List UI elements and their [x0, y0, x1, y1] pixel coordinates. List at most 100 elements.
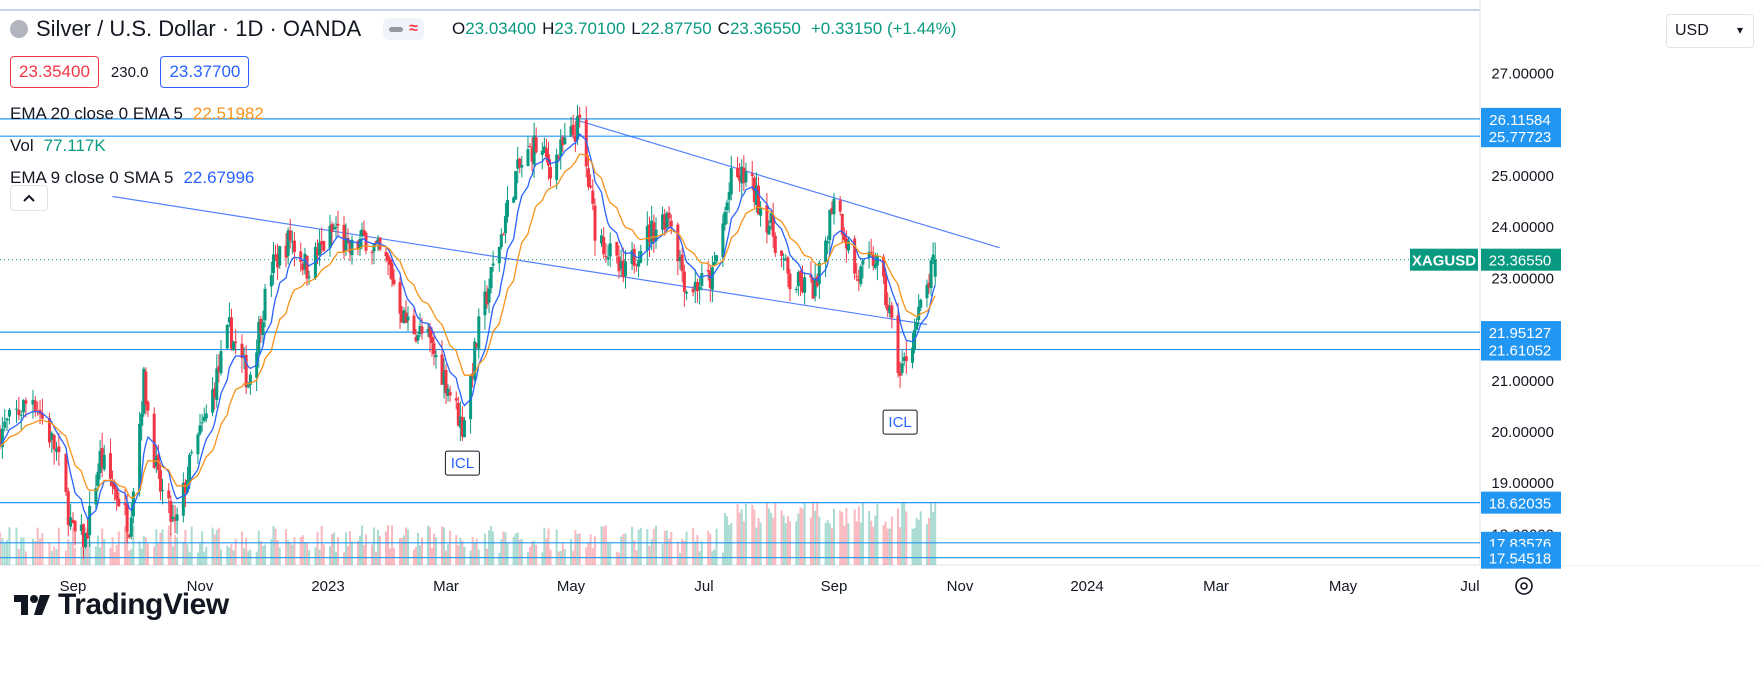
- icl-annotation[interactable]: ICL: [882, 409, 918, 435]
- volume-bar: [622, 533, 625, 565]
- candle-body: [257, 322, 261, 354]
- volume-bar: [786, 516, 789, 565]
- candle-body: [202, 416, 206, 421]
- time-tick-label: Sep: [821, 578, 848, 595]
- indicator-ema9[interactable]: EMA 9 close 0 SMA 5 22.67996: [10, 168, 254, 188]
- candle-body: [69, 517, 73, 527]
- volume-bar: [676, 541, 679, 565]
- candle-body: [406, 316, 410, 321]
- candle-body: [927, 282, 931, 288]
- volume-bar: [679, 552, 682, 565]
- volume-bar: [755, 527, 758, 565]
- volume-bar: [587, 542, 590, 565]
- symbol-title[interactable]: Silver / U.S. Dollar · 1D · OANDA: [36, 16, 362, 41]
- volume-bar: [457, 545, 460, 565]
- spread-value: 230.0: [110, 63, 149, 81]
- candle-body: [362, 230, 366, 235]
- volume-bar: [759, 522, 762, 565]
- volume-bar: [520, 538, 523, 565]
- ema20-line: [0, 153, 936, 499]
- candle-body: [861, 260, 865, 265]
- price-tick-label: 20.00000: [1491, 424, 1554, 441]
- volume-bar: [190, 526, 193, 565]
- legend-toggle[interactable]: ≈: [383, 18, 424, 40]
- volume-bar: [39, 538, 42, 565]
- volume-bar: [299, 537, 302, 565]
- candle-body: [88, 505, 92, 536]
- icl-annotation[interactable]: ICL: [444, 450, 480, 476]
- candle-body: [386, 255, 390, 261]
- volume-bar: [96, 535, 99, 565]
- level-price-label: 25.77723: [1489, 129, 1552, 146]
- volume-bar: [555, 529, 558, 565]
- volume-bar: [459, 537, 462, 565]
- candle-body: [925, 285, 929, 299]
- volume-bar: [306, 542, 309, 565]
- volume-bar: [591, 547, 594, 565]
- candle-body: [604, 255, 608, 257]
- volume-bar: [547, 528, 550, 565]
- trendline: [575, 119, 1000, 249]
- volume-bar: [69, 542, 72, 565]
- volume-bar: [433, 533, 435, 565]
- candle-body: [586, 168, 590, 187]
- candle-body: [520, 165, 524, 168]
- candle-body: [129, 517, 133, 537]
- candle-body: [811, 278, 815, 299]
- volume-bar: [853, 509, 856, 565]
- collapse-legend-button[interactable]: [10, 185, 48, 211]
- candle-body: [917, 306, 921, 321]
- volume-bar: [272, 525, 275, 565]
- volume-bar: [557, 551, 560, 565]
- volume-bar: [715, 528, 718, 565]
- volume-bar: [20, 537, 23, 565]
- tradingview-logo[interactable]: TradingView: [14, 588, 229, 622]
- open-value: 23.03400: [465, 19, 537, 38]
- volume-bar: [500, 539, 503, 565]
- candle-body: [146, 401, 150, 411]
- candle-body: [875, 255, 879, 266]
- candle-body: [784, 259, 788, 261]
- settings-gear-icon[interactable]: [1515, 577, 1533, 595]
- currency-select[interactable]: USD ▾: [1666, 14, 1754, 48]
- volume-bar: [72, 527, 74, 565]
- candle-body: [111, 480, 115, 487]
- volume-bar: [174, 535, 177, 565]
- candle-body: [96, 471, 100, 486]
- level-price-label: 17.54518: [1489, 551, 1552, 568]
- sell-button[interactable]: 23.35400: [10, 56, 99, 88]
- volume-bar: [899, 527, 902, 565]
- volume-bar: [782, 515, 785, 565]
- volume-bar: [447, 544, 450, 565]
- indicator-volume[interactable]: Vol 77.117K: [10, 136, 106, 156]
- candle-body: [348, 240, 352, 253]
- volume-bar: [34, 541, 37, 565]
- candle-body: [432, 343, 436, 355]
- volume-bar: [435, 537, 437, 565]
- volume-bar: [934, 501, 937, 565]
- volume-bar: [331, 533, 333, 565]
- volume-bar: [103, 539, 106, 565]
- buy-button[interactable]: 23.37700: [160, 56, 250, 88]
- volume-bar: [146, 544, 149, 565]
- candle-body: [652, 222, 656, 242]
- candle-body: [100, 448, 104, 468]
- candle-body: [446, 389, 450, 396]
- indicator-ema20[interactable]: EMA 20 close 0 EMA 5 22.51982: [10, 104, 264, 124]
- symbol-tag: [1410, 248, 1478, 271]
- volume-bar: [728, 524, 731, 565]
- volume-bar: [169, 533, 172, 565]
- volume-bar: [226, 545, 229, 565]
- candle-body: [576, 116, 580, 140]
- volume-bar: [615, 551, 618, 565]
- volume-bar: [736, 504, 739, 565]
- volume-bar: [36, 527, 39, 565]
- candle-body: [788, 273, 792, 290]
- annotation-box: [444, 450, 480, 476]
- candle-body: [532, 135, 536, 165]
- candle-body: [840, 214, 844, 235]
- candle-body: [591, 190, 595, 204]
- candle-body: [52, 435, 56, 450]
- candle-body: [454, 398, 458, 401]
